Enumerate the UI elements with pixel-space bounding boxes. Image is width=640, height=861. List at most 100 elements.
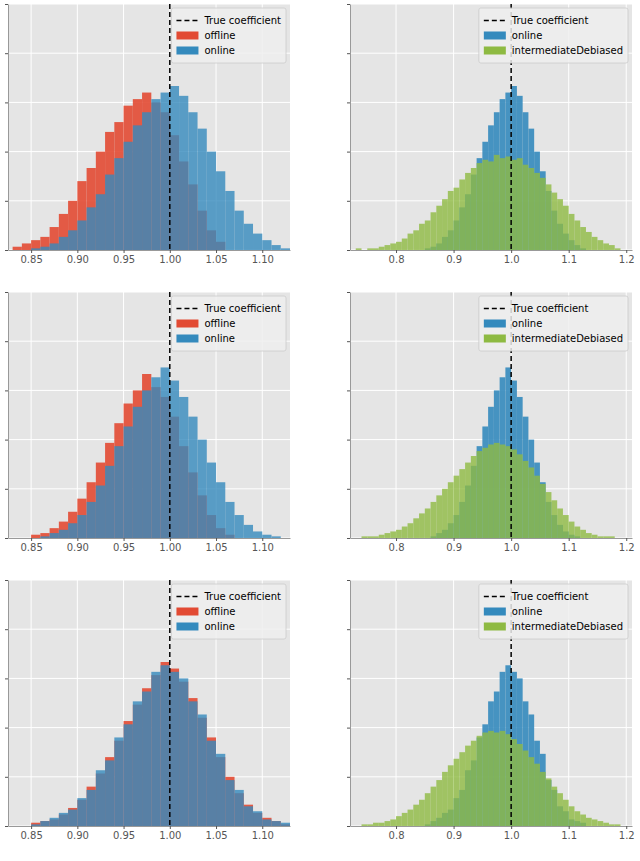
histogram-bar: [216, 171, 225, 250]
x-axis-line: [9, 538, 291, 539]
x-tick: 1.05: [205, 538, 227, 553]
panel: 0.80.91.01.11.2True coefficientonlineint…: [347, 580, 635, 841]
x-tick-label: 0.85: [20, 830, 42, 841]
histogram-bar: [603, 536, 609, 538]
y-tick-mark: [347, 629, 350, 630]
histogram-bar: [114, 158, 123, 250]
x-tick-mark: [77, 250, 78, 253]
x-axis: 0.80.91.01.11.2: [351, 250, 635, 265]
histogram-bar: [540, 772, 546, 826]
histogram-bar: [500, 377, 506, 538]
x-tick: 0.8: [389, 826, 405, 841]
x-tick-mark: [454, 826, 455, 829]
histogram-bar: [77, 798, 86, 826]
legend-label: True coefficient: [203, 303, 281, 314]
y-tick: [5, 250, 8, 251]
histogram-bar: [517, 397, 523, 538]
histogram-bar: [170, 672, 179, 826]
histogram-bar: [105, 443, 114, 538]
histogram-bar: [124, 724, 133, 826]
histogram-bar: [142, 112, 151, 250]
histogram-bar: [68, 230, 77, 250]
histogram-bar: [188, 698, 197, 826]
grid: [350, 4, 632, 250]
x-tick: 1.00: [159, 250, 181, 265]
legend-label: True coefficient: [511, 591, 589, 602]
y-tick-mark: [5, 440, 8, 441]
histogram-bar: [50, 528, 59, 538]
legend-swatch: [484, 32, 506, 40]
histogram-bar: [511, 160, 517, 250]
x-tick-label: 0.9: [446, 542, 462, 553]
histogram-series: [31, 662, 290, 826]
histogram-bar: [500, 731, 506, 826]
y-tick-mark: [5, 489, 8, 490]
histogram-bar: [419, 224, 425, 250]
x-axis: 0.850.900.951.001.051.10: [9, 826, 291, 841]
legend: True coefficientonlineintermediateDebias…: [479, 584, 628, 639]
histogram-bar: [124, 106, 133, 250]
y-axis: [5, 5, 9, 251]
x-tick-mark: [216, 826, 217, 829]
histogram-bar: [511, 739, 517, 826]
histogram-bar: [431, 502, 437, 538]
histogram-bar: [367, 536, 373, 538]
histogram-bar: [133, 390, 142, 538]
x-tick: 1.10: [252, 826, 274, 841]
y-tick: [5, 440, 8, 441]
histogram-bar: [59, 522, 68, 538]
histogram-bar: [534, 764, 540, 826]
x-axis-line: [9, 826, 291, 827]
histogram-bar: [114, 446, 123, 538]
histogram-bar: [59, 813, 68, 826]
x-tick-mark: [511, 826, 512, 829]
x-tick-mark: [31, 826, 32, 829]
legend-label: online: [204, 45, 235, 56]
histogram-bar: [124, 142, 133, 250]
y-tick-mark: [5, 826, 8, 827]
plot-background: [8, 580, 290, 826]
histogram-bar: [105, 466, 114, 538]
x-tick: 1.1: [561, 538, 577, 553]
y-tick: [347, 250, 350, 251]
histogram-bar: [151, 377, 160, 538]
histogram-bar: [534, 741, 540, 826]
histogram-bar: [59, 530, 68, 538]
histogram-bar: [523, 112, 529, 250]
histogram-bar: [68, 808, 77, 826]
y-tick: [5, 390, 8, 391]
panel: 0.850.900.951.001.051.10True coefficient…: [5, 4, 291, 265]
x-tick-mark: [31, 250, 32, 253]
y-tick: [347, 152, 350, 153]
histogram-bar: [68, 512, 77, 538]
x-axis: 0.850.900.951.001.051.10: [9, 538, 291, 553]
histogram-bar: [540, 482, 546, 538]
histogram-bar: [40, 821, 49, 826]
y-tick-mark: [5, 250, 8, 251]
grid-line-x: [396, 292, 397, 538]
y-tick-mark: [347, 440, 350, 441]
histogram-bar: [87, 787, 96, 826]
y-tick-mark: [347, 580, 350, 581]
histogram-bar: [40, 536, 49, 538]
histogram-bar: [488, 125, 494, 250]
x-tick-mark: [396, 826, 397, 829]
histogram-bar: [523, 461, 529, 538]
histogram-bar: [413, 805, 419, 826]
histogram-bar: [448, 482, 454, 538]
histogram-bar: [40, 237, 49, 250]
legend-swatch: [176, 20, 198, 22]
histogram-bar: [482, 426, 488, 538]
histogram-bar: [574, 220, 580, 250]
histogram-bar: [465, 746, 471, 826]
histogram-bar: [235, 790, 244, 826]
histogram-bar: [362, 824, 368, 826]
histogram-bar: [142, 93, 151, 250]
histogram-bar: [216, 754, 225, 826]
y-tick-mark: [5, 728, 8, 729]
grid: [350, 580, 632, 826]
histogram-bar: [569, 522, 575, 538]
histogram-bar: [272, 536, 281, 538]
x-tick: 1.05: [205, 250, 227, 265]
grid-line-y: [350, 678, 632, 679]
